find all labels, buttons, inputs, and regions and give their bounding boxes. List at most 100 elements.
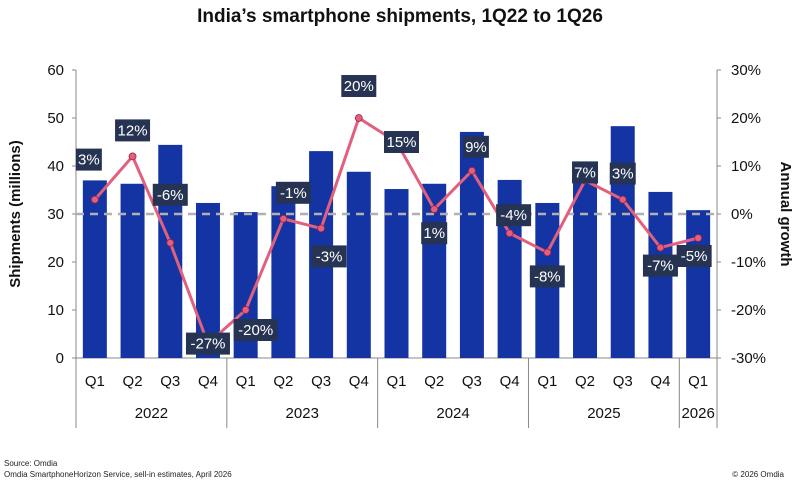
data-label-bg: [529, 265, 565, 288]
year-label: 2023: [286, 405, 319, 422]
bar: [573, 171, 598, 358]
data-label: 3%: [78, 152, 100, 169]
growth-point: [505, 229, 514, 238]
quarter-label: Q2: [575, 373, 595, 390]
left-tick-label: 60: [47, 62, 64, 79]
bar: [610, 126, 635, 358]
left-tick-label: 20: [47, 254, 64, 271]
data-label: 9%: [465, 139, 487, 156]
quarter-label: Q3: [160, 373, 180, 390]
data-label: -1%: [280, 185, 307, 202]
growth-point: [694, 234, 703, 242]
data-label-bg: [75, 148, 102, 171]
footnote: Omdia SmartphoneHorizon Service, sell-in…: [4, 470, 232, 479]
right-tick-label: 30%: [731, 62, 761, 79]
quarter-label: Q1: [386, 373, 406, 390]
right-tick-label: -30%: [731, 350, 766, 367]
data-label: 7%: [574, 164, 596, 181]
data-label: -3%: [316, 248, 343, 265]
data-label-bg: [496, 204, 532, 227]
left-tick-label: 0: [56, 350, 64, 367]
quarter-label: Q3: [311, 373, 331, 390]
chart-title: India’s smartphone shipments, 1Q22 to 1Q…: [197, 6, 603, 27]
bar: [158, 144, 183, 358]
quarter-label: Q2: [273, 373, 293, 390]
quarter-label: Q1: [688, 373, 708, 390]
year-label: 2022: [135, 405, 168, 422]
data-label-bg: [311, 245, 347, 268]
growth-point: [468, 166, 476, 175]
data-label-bg: [341, 75, 377, 97]
left-tick-label: 30: [47, 206, 64, 223]
year-label: 2024: [436, 405, 469, 422]
copyright: © 2026 Omdia: [732, 470, 784, 479]
growth-point: [317, 224, 325, 233]
bar: [195, 202, 220, 358]
data-label: -4%: [500, 207, 527, 224]
quarter-label: Q3: [462, 373, 482, 390]
growth-point: [241, 306, 250, 314]
right-tick-label: 20%: [731, 110, 761, 127]
quarter-label: Q1: [85, 373, 105, 390]
growth-point: [90, 195, 99, 204]
year-label: 2026: [681, 405, 714, 422]
quarter-label: Q4: [198, 373, 218, 390]
data-label: -8%: [534, 268, 561, 285]
data-label-bg: [609, 162, 636, 185]
growth-point: [166, 238, 175, 247]
bar: [384, 189, 409, 358]
quarter-label: Q3: [613, 373, 633, 390]
right-tick-label: -10%: [731, 254, 766, 271]
data-label: 1%: [423, 225, 445, 242]
quarter-label: Q4: [500, 373, 520, 390]
data-label: -27%: [190, 336, 225, 353]
bar: [346, 171, 371, 358]
data-label: -7%: [647, 258, 674, 275]
year-label: 2025: [587, 405, 620, 422]
growth-point: [656, 243, 665, 252]
data-label-bg: [676, 245, 712, 267]
right-tick-label: -20%: [731, 302, 766, 319]
quarter-label: Q2: [424, 373, 444, 390]
data-label-bg: [421, 222, 448, 245]
left-tick-label: 40: [47, 158, 64, 175]
growth-point: [128, 152, 137, 161]
quarter-label: Q4: [650, 373, 670, 390]
data-label-bg: [384, 131, 419, 153]
right-tick-label: 10%: [731, 158, 761, 175]
bar: [82, 180, 107, 358]
data-label-bg: [233, 319, 278, 341]
quarter-label: Q2: [123, 373, 143, 390]
bar: [120, 183, 145, 358]
data-label-bg: [152, 183, 188, 206]
left-tick-label: 10: [47, 302, 64, 319]
data-label-bg: [185, 332, 230, 355]
data-label-bg: [572, 161, 599, 184]
data-label-bg: [462, 135, 489, 158]
data-label: -20%: [238, 322, 273, 339]
data-label: 20%: [344, 78, 374, 95]
growth-point: [543, 248, 552, 257]
data-label: 12%: [118, 122, 148, 139]
right-tick-label: 0%: [731, 206, 753, 223]
data-label-bg: [115, 119, 151, 142]
quarter-label: Q1: [537, 373, 557, 390]
quarter-label: Q4: [349, 373, 369, 390]
source-note: Source: Omdia: [4, 459, 58, 468]
data-label: -5%: [681, 248, 708, 265]
data-label: -6%: [157, 187, 184, 204]
data-label-bg: [275, 181, 311, 204]
left-axis-label: Shipments (millions): [7, 140, 24, 288]
data-label: 15%: [386, 134, 416, 151]
quarter-label: Q1: [236, 373, 256, 390]
growth-point: [354, 114, 363, 122]
growth-point: [279, 214, 288, 223]
bar: [686, 210, 711, 358]
growth-point: [618, 195, 627, 204]
growth-point: [430, 205, 439, 214]
right-axis-label: Annual growth: [777, 162, 794, 267]
left-tick-label: 50: [47, 110, 64, 127]
bar: [459, 131, 484, 358]
